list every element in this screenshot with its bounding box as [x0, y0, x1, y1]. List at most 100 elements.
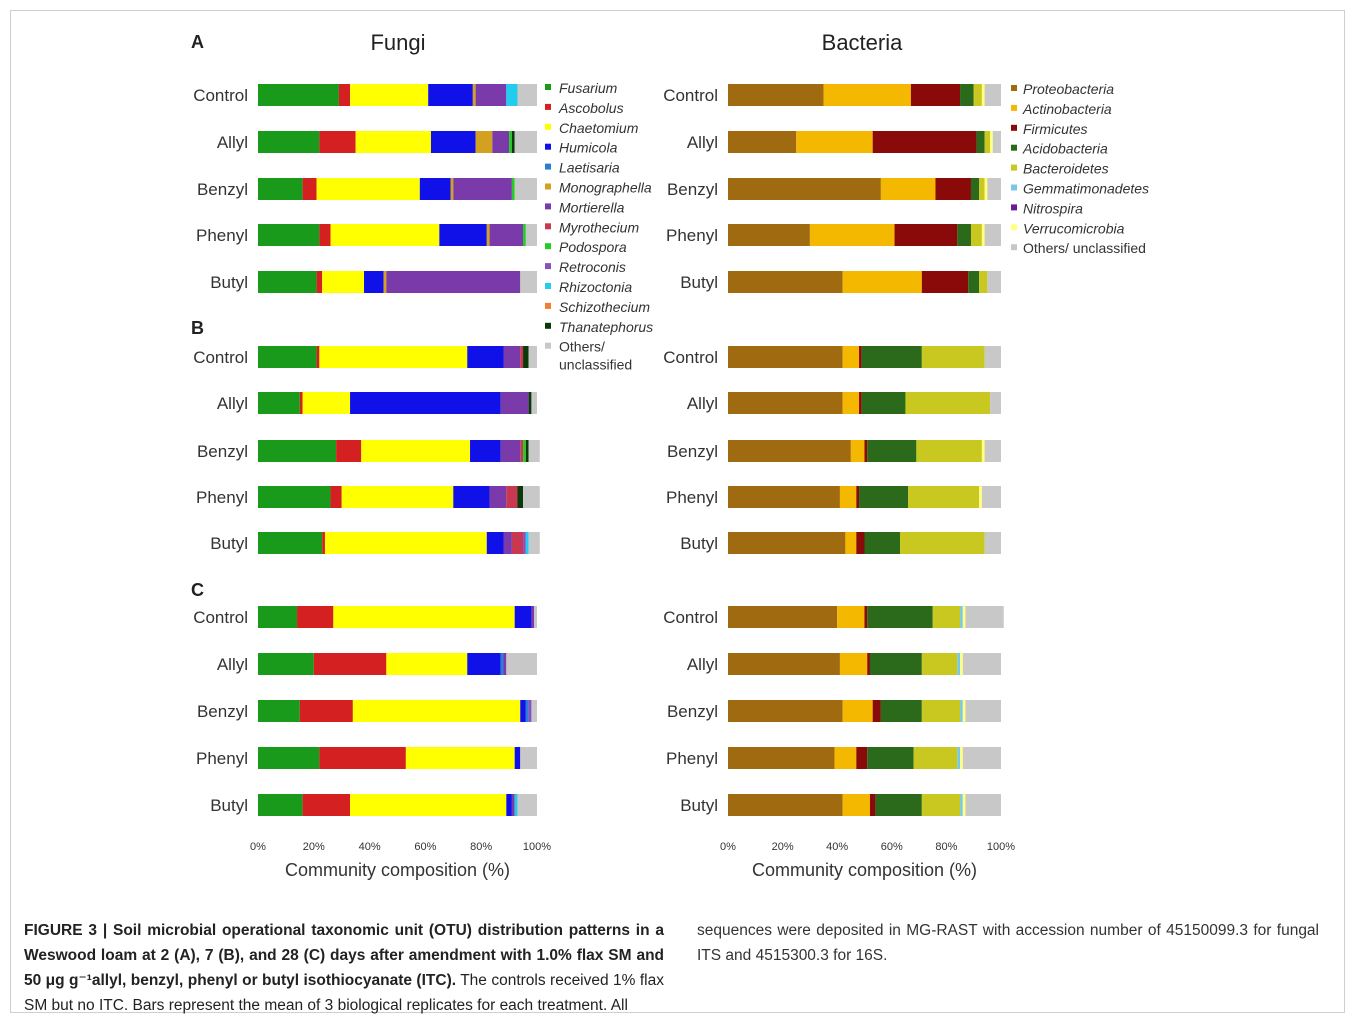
legend-swatch — [1011, 224, 1017, 231]
bar-segment — [316, 346, 320, 368]
bar-segment — [981, 84, 985, 106]
bar-segment — [984, 131, 991, 153]
legend-label: Verrucomicrobia — [1023, 220, 1125, 236]
bar-segment — [984, 224, 1001, 246]
fungi-header: Fungi — [370, 30, 425, 55]
bar-segment — [968, 271, 980, 293]
bar-segment — [386, 653, 468, 675]
legend-label: Actinobacteria — [1022, 101, 1112, 117]
bar-segment — [894, 224, 958, 246]
bar-segment — [324, 532, 487, 554]
bar-segment — [957, 747, 961, 769]
bar-segment — [864, 440, 868, 462]
legend-label: Monographella — [559, 180, 652, 196]
bar-segment — [728, 84, 824, 106]
bar-segment — [861, 346, 922, 368]
bar-segment — [319, 346, 468, 368]
legend-label: Laetisaria — [559, 160, 620, 176]
bar-segment — [486, 532, 504, 554]
bar-segment — [728, 486, 840, 508]
bar-segment — [500, 392, 529, 414]
panel-label-c: C — [191, 580, 204, 600]
legend-swatch — [1011, 204, 1017, 211]
bar-segment — [960, 794, 963, 816]
bar-segment — [470, 440, 501, 462]
x-tick-label: 60% — [881, 841, 903, 853]
bar-segment — [302, 178, 317, 200]
bar-segment — [984, 440, 1001, 462]
x-tick-label: 0% — [720, 841, 736, 853]
bar-segment — [728, 224, 810, 246]
bar-segment — [316, 271, 323, 293]
bar-segment — [472, 84, 476, 106]
bar-segment — [880, 700, 922, 722]
bar-segment — [842, 700, 873, 722]
caption-right-column: sequences were deposited in MG-RAST with… — [697, 922, 1319, 964]
category-label: Phenyl — [196, 226, 248, 245]
bar-segment — [506, 84, 518, 106]
legend-label: Acidobacteria — [1022, 141, 1108, 157]
legend-label: unclassified — [559, 357, 632, 373]
legend-label: Gemmatimonadetes — [1023, 181, 1149, 197]
bar-segment — [867, 747, 914, 769]
bar-segment — [520, 747, 537, 769]
category-label: Allyl — [687, 655, 718, 674]
bar-segment — [492, 131, 510, 153]
category-label: Benzyl — [197, 702, 248, 721]
figure-chart: Fungi Bacteria A B C Control Allyl Benzyl Phenyl… — [191, 30, 1149, 880]
bar-segment — [973, 84, 982, 106]
category-label: Butyl — [680, 796, 718, 815]
bar-segment — [728, 131, 797, 153]
legend-label: Schizothecium — [559, 299, 650, 315]
bar-segment — [386, 271, 521, 293]
legend-swatch — [1011, 164, 1017, 171]
bar-segment — [796, 131, 873, 153]
panel-a-bacteria — [728, 84, 1001, 293]
x-tick-label: 100% — [987, 841, 1015, 853]
bar-segment — [297, 606, 334, 628]
legend-swatch — [545, 263, 551, 270]
bar-segment — [523, 486, 540, 508]
bar-segment — [990, 392, 1001, 414]
bar-segment — [534, 606, 537, 628]
legend-swatch — [545, 243, 551, 250]
x-tick-label: 80% — [935, 841, 957, 853]
bar-segment — [430, 131, 476, 153]
bar-segment — [728, 606, 838, 628]
bar-segment — [869, 653, 922, 675]
x-tick-label: 20% — [303, 841, 325, 853]
bar-segment — [984, 532, 1001, 554]
bar-segment — [962, 606, 966, 628]
bar-segment — [517, 486, 524, 508]
bar-segment — [352, 700, 521, 722]
x-axis-label: Community composition (%) — [752, 860, 977, 880]
legend-swatch — [545, 84, 551, 90]
bar-segment — [383, 271, 387, 293]
bar-segment — [839, 653, 868, 675]
bar-segment — [992, 131, 1001, 153]
bar-segment — [837, 606, 865, 628]
bar-segment — [525, 532, 529, 554]
x-tick-label: 60% — [414, 841, 436, 853]
bar-segment — [258, 532, 323, 554]
bar-segment — [861, 392, 906, 414]
bar-segment — [258, 653, 314, 675]
legend-swatch — [545, 183, 551, 190]
caption-body: The controls received 1% flax SM but no … — [24, 972, 664, 1014]
bar-segment — [258, 271, 317, 293]
category-label: Control — [663, 86, 718, 105]
bar-segment — [809, 224, 895, 246]
bar-segment — [299, 392, 303, 414]
category-label: Benzyl — [197, 442, 248, 461]
legend-swatch — [1011, 184, 1017, 191]
legend-swatch — [1011, 144, 1017, 151]
bar-segment — [419, 178, 451, 200]
bar-segment — [322, 532, 325, 554]
bar-segment — [453, 178, 512, 200]
bar-segment — [514, 131, 537, 153]
bar-segment — [728, 440, 851, 462]
bar-segment — [509, 131, 512, 153]
legend-swatch — [545, 203, 551, 210]
bar-segment — [728, 271, 843, 293]
bar-segment — [823, 84, 911, 106]
